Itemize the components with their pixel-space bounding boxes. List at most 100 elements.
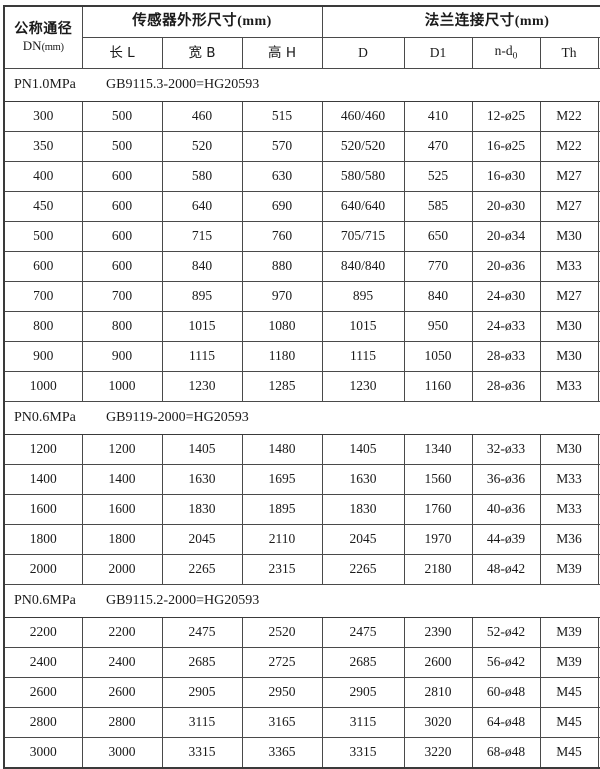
cell-flange-d1: 770 <box>403 251 473 282</box>
cell-length: 2800 <box>81 707 163 738</box>
header-col-d1: D1 <box>403 37 473 69</box>
cell-nominal-diameter: 450 <box>3 191 83 222</box>
cell-flange-d: 1630 <box>321 464 405 495</box>
cell-width: 1630 <box>161 464 243 495</box>
cell-width: 3115 <box>161 707 243 738</box>
cell-nominal-diameter: 600 <box>3 251 83 282</box>
flange-dimension-table: 公称通径 DN(mm) 传感器外形尺寸(mm) 法兰连接尺寸(mm) 重量 (K… <box>2 5 600 769</box>
cell-length: 600 <box>81 161 163 192</box>
header-group-sensor-unit: (mm) <box>237 14 272 30</box>
cell-height: 570 <box>241 131 323 162</box>
cell-thread: M45 <box>539 707 599 738</box>
cell-thread: M33 <box>539 251 599 282</box>
cell-thread: M22 <box>539 131 599 162</box>
cell-length: 500 <box>81 131 163 162</box>
cell-flange-d1: 525 <box>403 161 473 192</box>
cell-thread: M30 <box>539 341 599 372</box>
cell-nominal-diameter: 2600 <box>3 677 83 708</box>
header-col-height: 高 H <box>241 37 323 69</box>
cell-thread: M36 <box>539 524 599 555</box>
cell-flange-d: 895 <box>321 281 405 312</box>
section-pressure-rating: PN1.0MPa <box>14 76 76 92</box>
cell-length: 1600 <box>81 494 163 525</box>
cell-thread: M39 <box>539 617 599 648</box>
cell-bolt-holes: 64-ø48 <box>471 707 541 738</box>
section-standard-code: GB9119-2000=HG20593 <box>106 409 249 425</box>
cell-width: 2045 <box>161 524 243 555</box>
cell-flange-c: 48 <box>597 707 600 738</box>
section-standard-code: GB9115.2-2000=HG20593 <box>106 592 260 608</box>
cell-flange-d: 705/715 <box>321 221 405 252</box>
cell-length: 600 <box>81 221 163 252</box>
cell-bolt-holes: 56-ø42 <box>471 647 541 678</box>
cell-height: 515 <box>241 101 323 132</box>
cell-bolt-holes: 16-ø25 <box>471 131 541 162</box>
cell-length: 2200 <box>81 617 163 648</box>
cell-bolt-holes: 52-ø42 <box>471 617 541 648</box>
cell-flange-d: 2045 <box>321 524 405 555</box>
cell-width: 2905 <box>161 677 243 708</box>
header-sub-row: 长 L 宽 B 高 H D D1 n-d0 Th C <box>4 37 600 69</box>
cell-bolt-holes: 28-ø36 <box>471 371 541 402</box>
cell-bolt-holes: 32-ø33 <box>471 434 541 465</box>
cell-flange-d1: 1760 <box>403 494 473 525</box>
cell-nominal-diameter: 500 <box>3 221 83 252</box>
cell-flange-d1: 410 <box>403 101 473 132</box>
cell-flange-d1: 1160 <box>403 371 473 402</box>
cell-nominal-diameter: 1000 <box>3 371 83 402</box>
cell-flange-d1: 2390 <box>403 617 473 648</box>
cell-flange-d: 460/460 <box>321 101 405 132</box>
header-group-sensor: 传感器外形尺寸(mm) <box>81 5 323 38</box>
cell-flange-d: 1015 <box>321 311 405 342</box>
cell-bolt-holes: 24-ø30 <box>471 281 541 312</box>
cell-bolt-holes: 24-ø33 <box>471 311 541 342</box>
cell-width: 1230 <box>161 371 243 402</box>
cell-width: 1405 <box>161 434 243 465</box>
cell-bolt-holes: 28-ø33 <box>471 341 541 372</box>
cell-thread: M33 <box>539 494 599 525</box>
cell-height: 2110 <box>241 524 323 555</box>
cell-nominal-diameter: 1600 <box>3 494 83 525</box>
cell-height: 2950 <box>241 677 323 708</box>
cell-width: 2265 <box>161 554 243 585</box>
cell-flange-d1: 2180 <box>403 554 473 585</box>
cell-flange-d: 3315 <box>321 737 405 769</box>
cell-thread: M45 <box>539 677 599 708</box>
cell-width: 520 <box>161 131 243 162</box>
cell-thread: M22 <box>539 101 599 132</box>
cell-length: 700 <box>81 281 163 312</box>
cell-length: 900 <box>81 341 163 372</box>
cell-flange-d: 1115 <box>321 341 405 372</box>
cell-flange-d1: 1340 <box>403 434 473 465</box>
cell-thread: M39 <box>539 554 599 585</box>
cell-nominal-diameter: 1400 <box>3 464 83 495</box>
cell-width: 715 <box>161 221 243 252</box>
cell-flange-d: 640/640 <box>321 191 405 222</box>
section-pressure-rating: PN0.6MPa <box>14 592 76 608</box>
cell-bolt-holes: 20-ø34 <box>471 221 541 252</box>
cell-width: 2475 <box>161 617 243 648</box>
header-group-row: 公称通径 DN(mm) 传感器外形尺寸(mm) 法兰连接尺寸(mm) 重量 (K… <box>3 5 600 69</box>
cell-thread: M27 <box>539 161 599 192</box>
section-standard-code: GB9115.3-2000=HG20593 <box>106 76 260 92</box>
cell-width: 3315 <box>161 737 243 769</box>
cell-width: 2685 <box>161 647 243 678</box>
cell-flange-d1: 2810 <box>403 677 473 708</box>
cell-thread: M30 <box>539 434 599 465</box>
cell-height: 1080 <box>241 311 323 342</box>
cell-nominal-diameter: 400 <box>3 161 83 192</box>
cell-bolt-holes: 48-ø42 <box>471 554 541 585</box>
cell-height: 1695 <box>241 464 323 495</box>
